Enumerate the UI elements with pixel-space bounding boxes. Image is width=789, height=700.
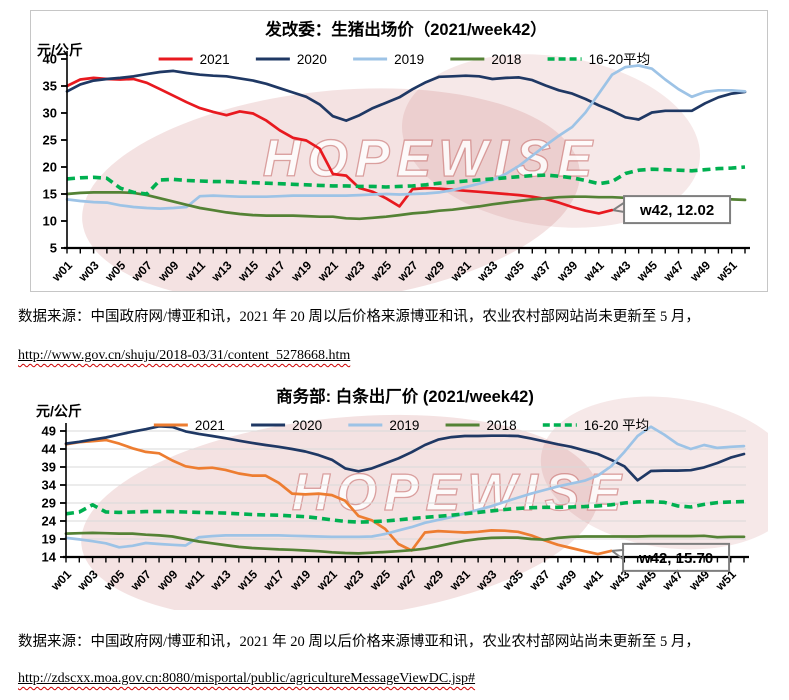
source-note-1-text: 数据来源：中国政府网/博亚和讯，2021 年 20 周以后价格来源博亚和讯，农业… <box>18 309 700 325</box>
y-tick-label: 14 <box>42 550 57 565</box>
y-tick-label: 35 <box>43 79 57 94</box>
callout-42: w42, 15.70 <box>611 542 731 572</box>
x-tick-label: w03 <box>75 258 102 285</box>
x-tick-label: w51 <box>713 258 740 285</box>
x-tick-label: w43 <box>607 258 634 285</box>
y-tick-label: 19 <box>42 532 56 547</box>
legend-label-2018: 2018 <box>491 52 521 67</box>
y-tick-labels: 5 10 15 20 25 30 35 40 <box>43 52 57 256</box>
axes <box>60 423 749 563</box>
watermark-text: HOPEWISE <box>263 130 599 188</box>
x-tick-label: w41 <box>579 567 606 594</box>
y-tick-label: 5 <box>50 241 57 256</box>
y-tick-label: 20 <box>43 160 57 175</box>
y-tick-labels: 14 19 24 29 34 39 44 49 <box>42 424 57 565</box>
y-tick-label: 29 <box>42 496 56 511</box>
gridlines <box>66 430 746 540</box>
y-tick-label: 30 <box>43 106 57 121</box>
axes <box>61 51 750 254</box>
y-tick-label: 40 <box>43 52 57 67</box>
x-tick-label: w35 <box>500 258 527 285</box>
series-line-2019 <box>64 425 746 549</box>
callout-42: w42, 12.02 <box>612 195 732 225</box>
chart-title: 发改委：生猪出场价（2021/week42） <box>264 19 547 39</box>
y-tick-label: 44 <box>42 442 57 457</box>
legend-label-16-20平均: 16-20 平均 <box>584 418 649 433</box>
source-url-2-text: http://zdscxx.moa.gov.cn:8080/misportal/… <box>18 671 476 686</box>
legend-label-2020: 2020 <box>297 52 327 67</box>
source-url-1-row: http://www.gov.cn/shuju/2018-03/31/conte… <box>18 347 350 364</box>
unit-label: 元/公斤 <box>36 403 82 419</box>
source-url-1-link[interactable]: http://www.gov.cn/shuju/2018-03/31/conte… <box>18 348 350 363</box>
x-tick-label: w45 <box>633 258 660 285</box>
x-tick-label: w37 <box>526 567 553 594</box>
series-line-16-20平均 <box>65 499 745 524</box>
x-tick-label: w37 <box>527 258 554 285</box>
series-line-2021 <box>65 76 614 215</box>
source-url-2-row: http://zdscxx.moa.gov.cn:8080/misportal/… <box>18 670 475 687</box>
y-tick-label: 10 <box>43 214 57 229</box>
x-tick-label: w41 <box>580 258 607 285</box>
y-tick-label: 34 <box>42 478 57 493</box>
legend-label-2021: 2021 <box>195 418 225 433</box>
mofcom-carcass-price-chart: HOPEWISE 14 19 24 29 34 39 44 49 w01 w03 w05 w07 w09 w… <box>30 378 768 610</box>
callout-text: w42, 12.02 <box>639 202 714 219</box>
y-tick-label: 15 <box>43 187 57 202</box>
x-tick-label: w01 <box>47 567 74 594</box>
unit-label: 元/公斤 <box>37 42 83 58</box>
source-note-2-text: 数据来源：中国政府网/博亚和讯，2021 年 20 周以后价格来源博亚和讯，农业… <box>18 634 700 650</box>
source-note-1: 数据来源：中国政府网/博亚和讯，2021 年 20 周以后价格来源博亚和讯，农业… <box>18 305 700 326</box>
series-line-16-20平均 <box>66 165 746 196</box>
legend: 2021 2020 2019 2018 16-20平均 <box>158 52 651 67</box>
ndrc-pig-price-chart: HOPEWISE 5 10 15 20 25 30 35 40 w01 w03 w05 w07 w09 w1… <box>30 10 768 292</box>
legend-label-2018: 2018 <box>487 418 517 433</box>
legend-label-2019: 2019 <box>394 52 424 67</box>
watermark-blob <box>540 396 768 550</box>
callout-box <box>623 195 732 225</box>
y-tick-label: 24 <box>42 514 57 529</box>
series-line-2020 <box>64 424 746 482</box>
source-note-2: 数据来源：中国政府网/博亚和讯，2021 年 20 周以后价格来源博亚和讯，农业… <box>18 630 700 651</box>
x-tick-label: w39 <box>553 567 580 594</box>
legend: 2021 2020 2019 2018 16-20 平均 <box>153 418 649 433</box>
y-tick-label: 49 <box>42 424 56 439</box>
callout-text: w42, 15.70 <box>638 550 713 567</box>
legend-label-2019: 2019 <box>389 418 419 433</box>
y-tick-label: 25 <box>43 133 57 148</box>
series-line-2020 <box>65 69 747 122</box>
legend-label-16-20平均: 16-20平均 <box>589 52 651 67</box>
watermark-text: HOPEWISE <box>292 464 628 522</box>
x-tick-label: w47 <box>660 258 687 285</box>
legend-label-2020: 2020 <box>292 418 322 433</box>
x-tick-label: w49 <box>687 258 714 285</box>
callout-box <box>622 542 731 572</box>
x-tick-label: w39 <box>554 258 581 285</box>
x-tick-label: w01 <box>48 258 75 285</box>
source-url-2-link[interactable]: http://zdscxx.moa.gov.cn:8080/misportal/… <box>18 671 475 686</box>
series-line-2019 <box>65 64 747 210</box>
source-url-1-text: http://www.gov.cn/shuju/2018-03/31/conte… <box>18 348 351 363</box>
series-line-2021 <box>64 438 613 556</box>
y-tick-label: 39 <box>42 460 56 475</box>
series-line-2018 <box>64 531 746 555</box>
chart-title: 商务部: 白条出厂价 (2021/week42) <box>276 386 534 406</box>
legend-label-2021: 2021 <box>200 52 230 67</box>
